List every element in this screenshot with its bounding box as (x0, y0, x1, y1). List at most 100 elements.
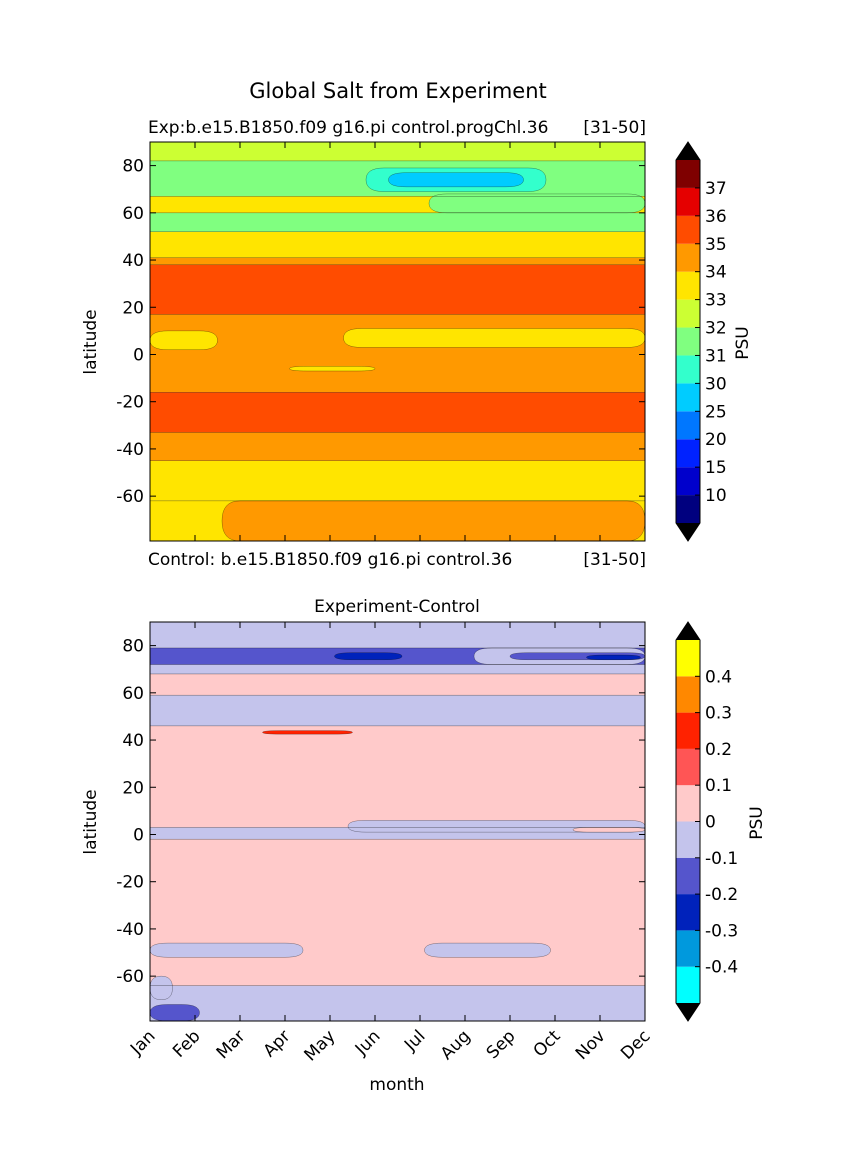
contour-band (150, 985, 645, 1021)
contour-band (150, 264, 645, 315)
x-tick-label: Nov (572, 1026, 610, 1064)
contour-patch (150, 942, 304, 958)
y-tick-label: -40 (116, 440, 144, 460)
x-tick-label: Sep (483, 1026, 520, 1063)
colorbar-segment (676, 495, 700, 523)
x-tick-label: Jan (126, 1026, 159, 1059)
top-plot-frame (149, 141, 646, 542)
x-tick-label: Oct (530, 1026, 565, 1061)
contour-patch (221, 500, 645, 541)
colorbar-extend-max (676, 622, 700, 640)
colorbar-frame (675, 621, 701, 1022)
x-tick-label: May (301, 1026, 340, 1065)
top-axes: 80 60 40 20 0 -20 -40 -60 (116, 142, 646, 541)
colorbar-tick-label: 32 (705, 319, 727, 339)
contour-patch (334, 652, 403, 660)
contour-band (150, 460, 645, 501)
contour-patch (343, 328, 645, 348)
contour-patch (424, 942, 551, 958)
colorbar-tick-label: 31 (705, 346, 727, 366)
x-tick-label: Aug (437, 1026, 475, 1064)
colorbar-segment (676, 355, 700, 384)
colorbar-segment (676, 930, 700, 967)
colorbar-segment (676, 712, 700, 749)
contour-band (150, 142, 645, 161)
bottom-colorbar-label: PSU (747, 806, 767, 840)
colorbar-segment (676, 676, 700, 713)
bottom-colorbar: -0.4 -0.3 -0.2 -0.1 0 0.1 0.2 0.3 0.4 (675, 621, 738, 1022)
contour-band (150, 392, 645, 433)
colorbar-segment (676, 640, 700, 677)
top-colorbar-label: PSU (733, 326, 753, 360)
y-tick-label: -20 (116, 873, 144, 893)
colorbar-tick-label: 25 (705, 402, 727, 422)
x-tick-label: Jun (351, 1026, 385, 1060)
y-tick-label: 40 (122, 731, 144, 751)
y-tick-label: 80 (122, 157, 144, 177)
top-panel-subtitle-right: [31-50] (583, 550, 646, 570)
contour-band (150, 257, 645, 265)
colorbar-segment (676, 411, 700, 440)
top-contour-fills (150, 142, 645, 541)
y-tick-label: 40 (122, 251, 144, 271)
top-panel-title-left: Exp:b.e15.B1850.f09 g16.pi control.progC… (148, 118, 548, 138)
colorbar-segment (676, 785, 700, 822)
top-panel: Exp:b.e15.B1850.f09 g16.pi control.progC… (81, 118, 753, 570)
colorbar-segment (676, 271, 700, 300)
colorbar-frame (675, 141, 701, 542)
colorbar-segment (676, 299, 700, 328)
colorbar-segment (676, 966, 700, 1003)
top-ylabel: latitude (81, 309, 101, 374)
top-panel-subtitle-left: Control: b.e15.B1850.f09 g16.pi control.… (148, 550, 512, 570)
colorbar-tick-label: 36 (705, 207, 727, 227)
colorbar-tick-label: -0.4 (705, 958, 738, 978)
y-tick-label: 80 (122, 637, 144, 657)
bottom-plot-frame (149, 621, 646, 1022)
contour-patch (289, 366, 376, 372)
colorbar-tick-label: 0.2 (705, 740, 732, 760)
bottom-xlabel: month (369, 1075, 424, 1095)
contour-patch (586, 654, 641, 660)
contour-band (150, 314, 645, 393)
top-panel-title-right: [31-50] (583, 118, 646, 138)
colorbar-extend-max (676, 142, 700, 160)
figure-title: Global Salt from Experiment (249, 79, 547, 103)
colorbar-tick-label: 10 (705, 486, 727, 506)
y-tick-label: 60 (122, 684, 144, 704)
y-tick-label: 20 (122, 298, 144, 318)
colorbar-tick-label: 0 (705, 813, 716, 833)
y-tick-label: 20 (122, 778, 144, 798)
contour-band (150, 695, 645, 726)
x-tick-label: Jul (400, 1026, 429, 1055)
contour-patch (150, 1004, 200, 1021)
colorbar-segment (676, 187, 700, 216)
colorbar-extend-min (676, 523, 700, 541)
contour-band (150, 725, 645, 828)
colorbar-tick-label: 0.3 (705, 704, 732, 724)
contour-band (150, 432, 645, 461)
contour-patch (150, 330, 218, 350)
colorbar-segment (676, 215, 700, 244)
colorbar-segment (676, 748, 700, 786)
colorbar-segment (676, 327, 700, 356)
colorbar-tick-label: 35 (705, 235, 727, 255)
colorbar-segment (676, 894, 700, 931)
contour-band (150, 664, 645, 674)
colorbar-tick-label: 33 (705, 291, 727, 311)
x-tick-label: Feb (169, 1026, 204, 1061)
colorbar-tick-label: 20 (705, 430, 727, 450)
y-tick-label: 0 (133, 345, 144, 365)
y-tick-label: -40 (116, 920, 144, 940)
colorbar-tick-label: 0.4 (705, 667, 732, 687)
contour-band (150, 622, 645, 648)
bottom-panel: Experiment-Control 80 60 40 20 0 -20 -40 -60 Jan… (81, 597, 767, 1095)
x-tick-label: Dec (617, 1026, 654, 1063)
contour-band (150, 212, 645, 232)
contour-band (150, 827, 645, 840)
y-tick-label: -60 (116, 967, 144, 987)
contour-patch (428, 193, 645, 214)
top-colorbar: 10 15 20 25 30 31 32 33 34 35 36 37 (675, 141, 727, 542)
colorbar-segment (676, 467, 700, 496)
bottom-ylabel: latitude (81, 789, 101, 854)
